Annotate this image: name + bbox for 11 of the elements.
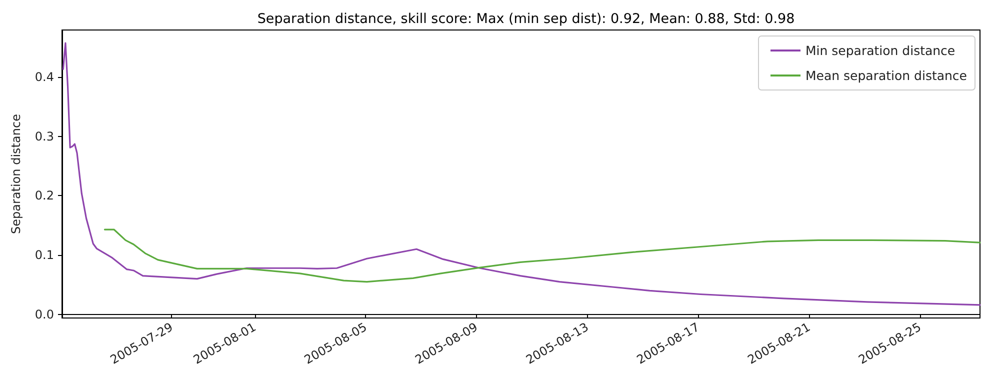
line-series [104,228,981,283]
y-tick-label: 0.2 [34,188,54,203]
y-tick-label: 0.0 [34,307,54,322]
chart-title: Separation distance, skill score: Max (min sep dist): 0.92, Mean: 0.88, Std: 0.98 [257,11,795,27]
legend-label: Min separation distance [805,43,956,58]
line-series [62,42,981,306]
y-tick-label: 0.4 [34,70,54,84]
y-tick-label: 0.1 [34,248,54,262]
legend-label: Mean separation distance [805,68,968,83]
y-tick-label: 0.3 [34,129,54,144]
y-axis-title: Separation distance [9,114,23,234]
